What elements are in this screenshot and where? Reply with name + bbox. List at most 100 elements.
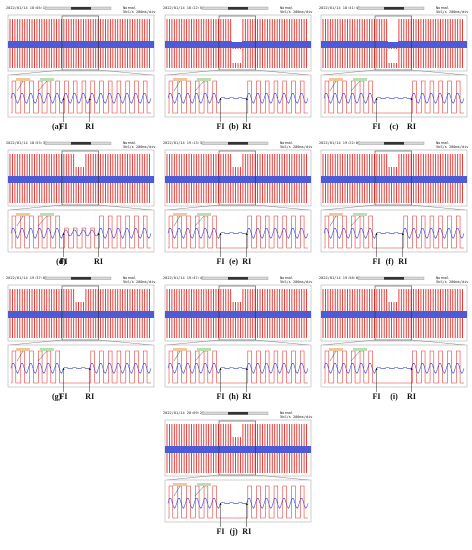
rate-label: 5kS/s 200ms/div bbox=[123, 280, 155, 284]
zoom-link bbox=[322, 339, 376, 346]
mode-label: Normal bbox=[280, 411, 293, 415]
timestamp: 2022/01/14 19:58:01 bbox=[319, 276, 360, 280]
ri-arrowhead bbox=[245, 368, 248, 370]
tag-arrow bbox=[350, 80, 361, 92]
timebase-window bbox=[228, 277, 248, 280]
tag-arrow bbox=[16, 80, 24, 92]
phase-b-band bbox=[165, 446, 311, 453]
timebase-window bbox=[228, 7, 248, 10]
rate-label: 5kS/s 200ms/div bbox=[436, 280, 468, 284]
fi-label: FI bbox=[60, 122, 68, 131]
fi-arrowhead bbox=[375, 368, 378, 370]
ri-label: RI bbox=[242, 527, 251, 536]
phase-a-dense-trace bbox=[322, 154, 463, 176]
zoom-link bbox=[411, 339, 466, 346]
channel-tag-orange bbox=[16, 213, 30, 216]
tag-arrow bbox=[329, 215, 337, 227]
scope-panel: 2022/01/14 19:47:45 Normal 5kS/s 200ms/div… bbox=[162, 275, 314, 403]
timestamp: 2022/01/14 18:05:11 bbox=[6, 6, 47, 10]
zoom-window bbox=[61, 150, 99, 206]
tag-arrow bbox=[37, 80, 48, 92]
channel-tag-orange bbox=[329, 213, 343, 216]
phase-b-zoomed-trace bbox=[10, 93, 152, 105]
fi-label: FI bbox=[217, 527, 225, 536]
scope-panel: 2022/01/14 18:22:54 Normal 5kS/s 200ms/div… bbox=[162, 5, 314, 133]
phase-b-zoomed-trace bbox=[167, 93, 309, 105]
phase-b-band bbox=[321, 311, 467, 318]
tag-arrow bbox=[194, 350, 205, 362]
zoom-link bbox=[255, 204, 310, 211]
zoom-window bbox=[218, 15, 256, 71]
zoom-window bbox=[374, 15, 412, 71]
channel-tag-green bbox=[197, 483, 211, 486]
timebase-window bbox=[384, 277, 404, 280]
phase-a-zoomed-trace bbox=[11, 215, 151, 249]
phase-b-band bbox=[8, 176, 154, 183]
phase-a-dense-trace bbox=[166, 424, 307, 446]
zoom-window bbox=[218, 150, 256, 206]
zoom-link bbox=[166, 339, 220, 346]
fi-arrowhead bbox=[219, 98, 222, 100]
panel-caption: (j) bbox=[230, 527, 238, 536]
fi-arrowhead bbox=[375, 233, 378, 235]
ri-label: RI bbox=[242, 257, 251, 266]
timestamp: 2022/01/14 20:09:25 bbox=[163, 411, 204, 415]
tag-arrow bbox=[173, 350, 181, 362]
phase-a-dense-trace-lower bbox=[166, 183, 307, 203]
phase-a-dense-trace bbox=[9, 154, 150, 176]
ri-arrowhead bbox=[401, 233, 404, 235]
timestamp: 2022/01/14 19:37:05 bbox=[6, 276, 47, 280]
phase-b-band bbox=[8, 311, 154, 318]
timestamp: 2022/01/14 18:41:42 bbox=[319, 6, 360, 10]
phase-a-zoomed-trace bbox=[11, 350, 151, 384]
phase-a-zoomed-trace bbox=[168, 215, 308, 249]
ri-arrowhead bbox=[245, 233, 248, 235]
zoom-link bbox=[98, 204, 153, 211]
fi-label: FI bbox=[217, 257, 225, 266]
panel-caption: (h) bbox=[229, 392, 239, 401]
tag-arrow bbox=[350, 350, 361, 362]
phase-a-zoomed-trace bbox=[168, 350, 308, 384]
panel-caption: (f) bbox=[386, 257, 394, 266]
timebase-window bbox=[228, 412, 248, 415]
channel-tag-orange bbox=[329, 78, 343, 81]
tag-arrow bbox=[16, 215, 24, 227]
zoom-window bbox=[374, 285, 412, 341]
channel-tag-orange bbox=[173, 78, 187, 81]
timestamp: 2022/01/14 19:13:36 bbox=[163, 141, 204, 145]
scope-panel: 2022/01/14 18:53:32 Normal 5kS/s 200ms/div… bbox=[5, 140, 157, 268]
channel-tag-green bbox=[197, 213, 211, 216]
timebase-window bbox=[384, 142, 404, 145]
zoom-link bbox=[9, 69, 63, 76]
tag-arrow bbox=[350, 215, 361, 227]
mode-label: Normal bbox=[280, 141, 293, 145]
zoom-link bbox=[166, 69, 220, 76]
zoom-link bbox=[98, 69, 153, 76]
ri-arrowhead bbox=[88, 98, 91, 100]
phase-b-zoomed-trace bbox=[167, 363, 309, 375]
phase-b-band bbox=[8, 41, 154, 48]
scope-panel: 2022/01/14 18:41:42 Normal 5kS/s 200ms/div… bbox=[318, 5, 470, 133]
scope-panel: 2022/01/14 19:22:08 Normal 5kS/s 200ms/div… bbox=[318, 140, 470, 268]
mode-label: Normal bbox=[123, 276, 136, 280]
tag-arrow bbox=[173, 485, 181, 497]
timestamp: 2022/01/14 18:53:32 bbox=[6, 141, 47, 145]
phase-b-zoomed-trace bbox=[10, 228, 152, 240]
phase-a-zoomed-trace bbox=[11, 80, 151, 114]
rate-label: 5kS/s 200ms/div bbox=[123, 145, 155, 149]
ri-arrowhead bbox=[88, 368, 91, 370]
zoom-window bbox=[218, 420, 256, 476]
channel-tag-green bbox=[40, 348, 54, 351]
channel-tag-orange bbox=[329, 348, 343, 351]
mode-label: Normal bbox=[280, 6, 293, 10]
phase-a-dense-trace bbox=[322, 289, 463, 311]
timebase-window bbox=[71, 7, 91, 10]
scope-panel: 2022/01/14 19:37:05 Normal 5kS/s 200ms/div… bbox=[5, 275, 157, 403]
tag-arrow bbox=[37, 215, 48, 227]
